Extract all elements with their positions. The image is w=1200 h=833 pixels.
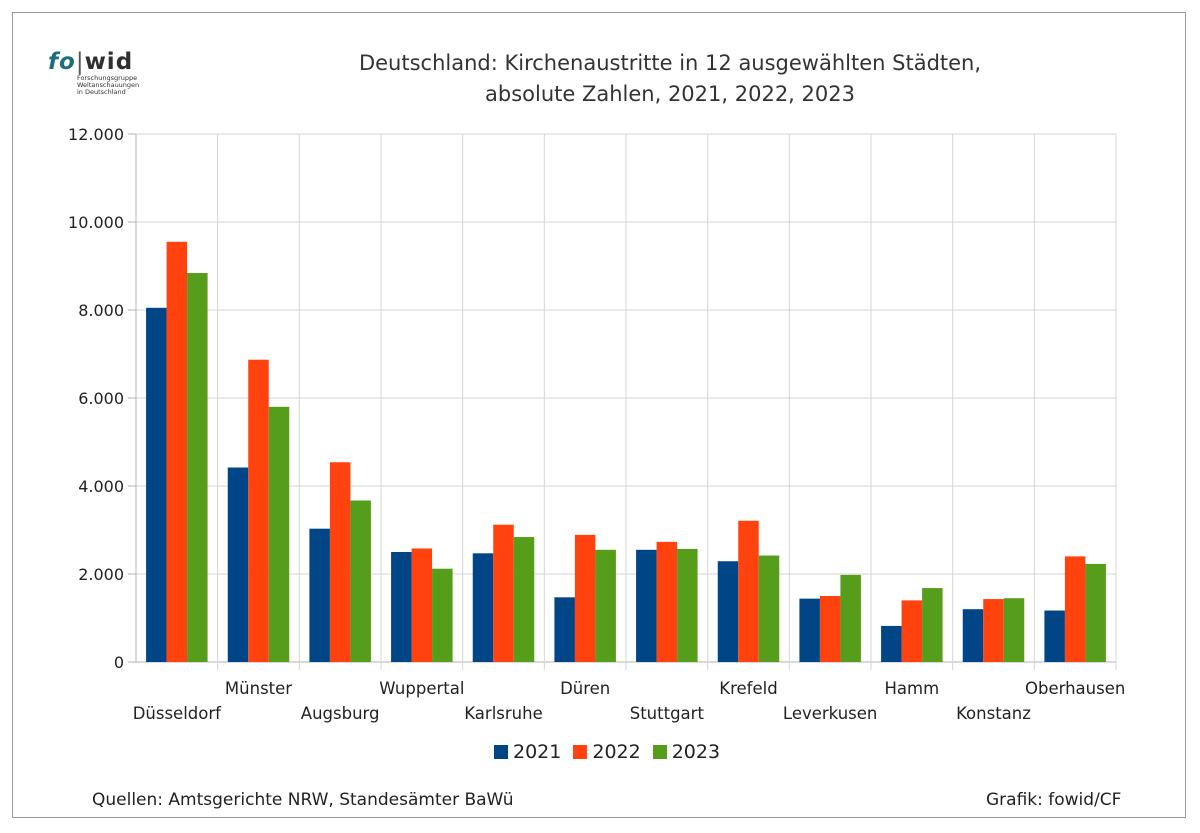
bar-2023-oberhausen bbox=[1085, 563, 1106, 662]
logo-subtitle: Forschungsgruppe Weltanschauungen in Deu… bbox=[77, 75, 139, 96]
bar-2023-münster bbox=[268, 406, 290, 662]
legend-item-2021: 2021 bbox=[494, 741, 561, 763]
legend-item-2022: 2022 bbox=[573, 741, 641, 763]
bar-2023-wuppertal bbox=[432, 568, 453, 662]
bar-2021-oberhausen bbox=[1044, 610, 1065, 662]
x-tick-label: Konstanz bbox=[956, 704, 1031, 723]
x-tick-label: Münster bbox=[225, 679, 292, 698]
bar-2021-münster bbox=[227, 467, 249, 662]
bar-2021-leverkusen bbox=[799, 598, 820, 662]
bar-2022-leverkusen bbox=[819, 596, 841, 662]
x-tick-label: Leverkusen bbox=[783, 704, 877, 723]
logo-wid: wid bbox=[84, 49, 134, 75]
x-tick-label: Stuttgart bbox=[630, 704, 705, 723]
x-tick-label: Düsseldorf bbox=[133, 704, 222, 723]
bar-2021-hamm bbox=[881, 625, 902, 662]
legend-label-2021: 2021 bbox=[513, 741, 562, 763]
bar-2021-stuttgart bbox=[636, 549, 657, 662]
bar-2022-münster bbox=[248, 359, 269, 662]
bar-2021-düren bbox=[554, 597, 575, 662]
y-tick-label: 4.000 bbox=[78, 477, 124, 496]
bar-2023-düsseldorf bbox=[187, 273, 208, 662]
x-tick-label: Hamm bbox=[884, 679, 939, 698]
bar-2023-düren bbox=[595, 549, 616, 662]
bar-2021-konstanz bbox=[962, 609, 984, 662]
axis-layer: 0 2.000 4.000 6.000 8.000 10.000 12.000 Düsseld… bbox=[68, 125, 1125, 723]
chart-frame bbox=[12, 12, 1186, 818]
bar-2023-konstanz bbox=[1003, 598, 1025, 662]
bar-2023-augsburg bbox=[350, 500, 371, 662]
bar-2022-wuppertal bbox=[411, 548, 433, 662]
bar-2022-stuttgart bbox=[656, 541, 678, 662]
bar-2022-düren bbox=[574, 534, 596, 662]
bar-2022-augsburg bbox=[329, 462, 351, 662]
bar-2023-hamm bbox=[922, 588, 943, 662]
bar-2022-krefeld bbox=[738, 520, 759, 662]
x-tick-label: Oberhausen bbox=[1025, 679, 1125, 698]
bar-layer bbox=[146, 241, 1106, 663]
chart-title: Deutschland: Kirchenaustritte in 12 ausg… bbox=[330, 48, 1010, 110]
credit-note: Grafik: fowid/CF bbox=[986, 790, 1122, 810]
logo-sub-line: in Deutschland bbox=[77, 88, 126, 96]
x-tick-label: Karlsruhe bbox=[464, 704, 542, 723]
logo-bar: | bbox=[75, 49, 85, 75]
bar-2022-karlsruhe bbox=[493, 524, 514, 662]
logo-fo: fo bbox=[48, 49, 76, 75]
bar-2022-düsseldorf bbox=[166, 241, 188, 663]
y-tick-label: 12.000 bbox=[68, 125, 124, 144]
chart-title-line-1: Deutschland: Kirchenaustritte in 12 ausg… bbox=[358, 51, 982, 75]
legend-swatch-2022 bbox=[573, 745, 588, 759]
bar-2023-leverkusen bbox=[840, 574, 861, 662]
bar-2023-stuttgart bbox=[677, 548, 698, 662]
legend-label-2023: 2023 bbox=[671, 741, 721, 763]
y-tick-label: 6.000 bbox=[78, 389, 124, 408]
legend-label-2022: 2022 bbox=[592, 741, 641, 763]
x-tick-label: Augsburg bbox=[301, 704, 380, 723]
legend-item-2023: 2023 bbox=[652, 741, 721, 763]
logo-sub-line: Weltanschauungen bbox=[77, 81, 140, 89]
y-tick-label: 8.000 bbox=[78, 301, 124, 320]
bar-2022-oberhausen bbox=[1064, 556, 1086, 662]
y-tick-label: 2.000 bbox=[78, 565, 124, 584]
fowid-logo: fo|wid Forschungsgruppe Weltanschauungen… bbox=[48, 50, 139, 96]
y-tick-label: 10.000 bbox=[68, 213, 124, 232]
x-tick-label: Düren bbox=[560, 679, 610, 698]
logo-sub-line: Forschungsgruppe bbox=[77, 74, 138, 82]
y-tick-label: 0 bbox=[114, 653, 124, 672]
bar-2022-konstanz bbox=[983, 599, 1004, 662]
bar-2021-karlsruhe bbox=[472, 553, 494, 662]
bar-2021-wuppertal bbox=[391, 552, 412, 662]
bar-2023-karlsruhe bbox=[513, 537, 535, 662]
chart-title-line-2: absolute Zahlen, 2021, 2022, 2023 bbox=[485, 82, 855, 106]
bar-2021-augsburg bbox=[309, 528, 330, 662]
x-tick-label: Krefeld bbox=[719, 679, 777, 698]
legend-swatch-2023 bbox=[652, 745, 667, 759]
legend-swatch-2021 bbox=[494, 745, 508, 759]
bar-2021-krefeld bbox=[717, 561, 739, 662]
bar-2021-düsseldorf bbox=[146, 307, 167, 662]
legend: 2021 2022 2023 bbox=[494, 741, 732, 763]
source-note: Quellen: Amtsgerichte NRW, Standesämter … bbox=[92, 790, 514, 810]
bar-2022-hamm bbox=[901, 600, 923, 662]
x-tick-label: Wuppertal bbox=[379, 679, 464, 698]
bar-2023-krefeld bbox=[758, 555, 780, 662]
